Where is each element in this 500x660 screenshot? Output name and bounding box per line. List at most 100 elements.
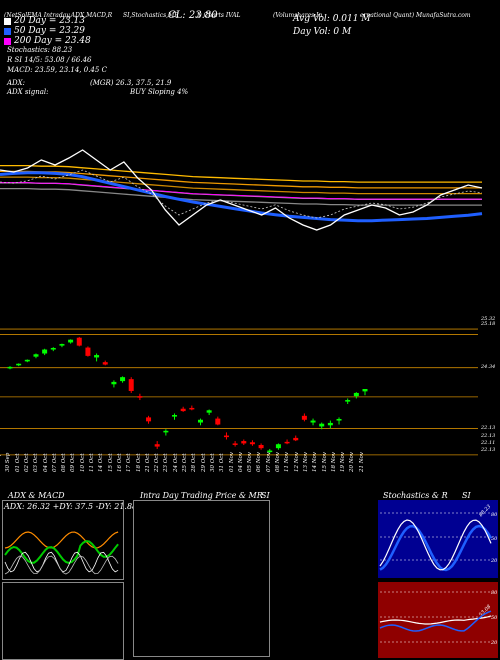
candle-body [223,435,229,438]
candle-body [310,420,316,423]
candle-body [197,419,203,423]
ema50-swatch [4,28,11,35]
stochastics-text: Stochastics: 88.23 [7,46,73,54]
candle-body [319,423,325,427]
candle-body [7,366,13,369]
candle-body [293,437,299,441]
candle-body [111,381,117,385]
candle-body [59,344,65,346]
ema200-text: 200 Day = 23.48 [14,36,91,46]
rsi-line [379,610,492,632]
candle-body [353,392,359,397]
adx-line [4,531,119,549]
candle-body [189,407,195,410]
mr-title: Intra Day Trading Price & MR [140,491,263,500]
stoch-tick-80: 80 [491,512,498,518]
price-label-25-18: 25.18 [481,321,496,327]
stoch-k-line [379,519,492,571]
avg-volume: Avg Vol: 0.011 M [293,14,371,24]
adx-values-text: ADX: 26.32 +DY: 37.5 -DY: 21.88 [4,502,138,511]
plus-di-line [4,540,119,565]
adx-signal-value: BUY Sloping 4% [130,88,189,96]
di-aux-line [4,555,119,575]
macd-panel [2,582,124,660]
header-seg-3: SI,Stochastics,MR [123,12,179,19]
ema20-text: 20 Day = 23.13 [14,16,86,26]
stoch-si-label: SI [462,491,471,500]
adx-macd-title: ADX & MACD [8,491,65,500]
stoch-tick-50: 50 [491,536,498,542]
price-label-22-13-b: 22.13 [481,433,496,439]
price-line [0,149,483,231]
candle-body [94,355,100,358]
candle-body [68,339,74,343]
candle-body [215,418,221,425]
candle-body [241,441,247,444]
candle-body [85,347,91,356]
macd-text: MACD: 23.59, 23.14, 0.45 C [7,66,107,74]
candle-body [76,337,82,346]
candle-body [232,443,238,445]
candle-body [24,359,30,362]
rsi-text: R SI 14/5: 53.08 / 66.46 [7,56,92,64]
rsi-aux-line [379,615,492,625]
day-volume: Day Vol: 0 M [293,27,352,37]
candle-body [362,389,368,392]
mr-panel [133,500,270,657]
mr-si-label: SI [261,491,270,500]
candle-body [102,362,108,365]
main-price-chart [0,149,483,456]
header-seg-1: (NetSol [4,12,28,19]
price-label-25-32: 25.32 [481,316,496,322]
header-seg-5: (Volumshares In [273,12,323,19]
header-seg-2: EMA Intraday,ADX,MACD,R [27,12,113,19]
adx-panel [2,500,124,580]
candle-body [301,415,307,420]
adx-values: (MGR) 26.3, 37.5, 21.9 [90,79,172,87]
rsi-tick-20: 20 [491,640,498,646]
candle-body [154,444,160,447]
candle-body [33,354,39,357]
candle-body [267,450,273,453]
candle-body [275,444,281,449]
candle-body [327,422,333,426]
close-price-label: CL: 23.80 [168,10,218,21]
candle-body [249,442,255,445]
candle-body [180,408,186,412]
candle-body [172,415,178,417]
price-label-22-13-c: 22.13 [481,447,496,453]
price-label-24-34: 24.34 [481,364,496,370]
signal-line [0,169,483,219]
header-seg-4: I) Charts IVAL [197,12,241,19]
ema20-swatch [4,18,11,25]
candle-body [336,418,342,421]
candle-body [258,445,264,449]
rsi-tick-80: 80 [491,590,498,596]
adx-label: ADX: [7,79,26,87]
price-label-22-13-a: 22.13 [481,425,496,431]
adx-signal-label: ADX signal: [7,88,49,96]
candle-body [163,430,169,433]
ma-band-line [0,164,482,183]
candle-body [206,410,212,413]
stoch-title: Stochastics & R [383,491,448,500]
candle-body [42,349,48,354]
candle-body [120,377,126,382]
candle-body [128,379,134,391]
stoch-tick-20: 20 [491,558,498,564]
ema50-line [0,171,483,223]
ema50-text: 50 Day = 23.29 [14,26,86,36]
candle-body [50,347,56,350]
candle-body [16,363,22,366]
ma-band-line [0,187,482,206]
stoch-d-line [379,524,493,572]
candle-body [284,441,290,444]
ma-band-line [0,170,482,189]
ema200-swatch [4,38,11,45]
header-seg-6: ernational Quant) MunafaSutra.com [360,12,471,19]
ema200-line [0,182,482,200]
candle-body [345,400,351,402]
ma-band-line [0,176,482,195]
candle-body [146,417,152,422]
